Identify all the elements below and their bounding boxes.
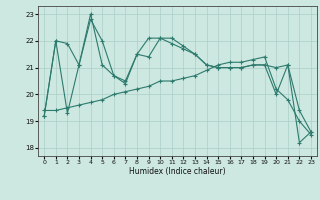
- X-axis label: Humidex (Indice chaleur): Humidex (Indice chaleur): [129, 167, 226, 176]
